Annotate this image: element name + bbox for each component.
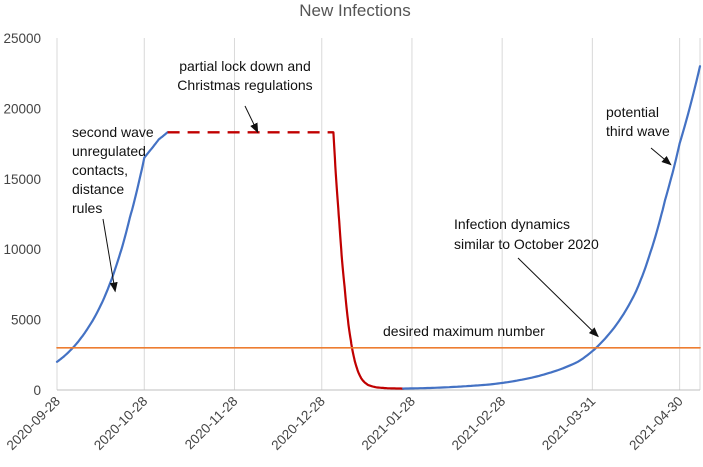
annotation-third-wave: potential third wave [606, 104, 670, 139]
y-tick-label: 25000 [3, 31, 41, 46]
data-series [55, 65, 702, 390]
x-tick-label: 2021-04-30 [626, 394, 685, 453]
annotation-second-wave-arrow [102, 218, 118, 293]
annotation-lockdown-line: Christmas regulations [177, 77, 312, 93]
annotation-third-wave-arrow [650, 147, 672, 166]
annotation-lockdown-arrow [244, 105, 259, 134]
annotation-third-wave-line: third wave [606, 123, 670, 139]
annotation-october-dynamics: Infection dynamics similar to October 202… [454, 216, 599, 252]
second-wave-line [55, 131, 169, 363]
x-tick-label: 2020-12-28 [268, 394, 327, 453]
y-tick-label: 10000 [3, 242, 41, 257]
annotation-october-dynamics-arrow [517, 257, 599, 338]
annotation-second-wave-line: distance [72, 181, 124, 197]
annotation-desired-maximum-line: desired maximum number [383, 323, 545, 339]
annotation-second-wave-line: unregulated [72, 143, 146, 159]
third-wave-line [402, 65, 702, 390]
gridlines [56, 38, 701, 390]
annotation-third-wave-line: potential [606, 104, 659, 120]
annotation-second-wave-line: contacts, [72, 162, 128, 178]
annotation-lockdown-line: partial lock down and [179, 58, 311, 74]
y-tick-label: 15000 [3, 172, 41, 187]
chart-title: New Infections [299, 1, 411, 20]
annotation-second-wave-line: second wave [72, 124, 154, 140]
x-tick-label: 2021-02-28 [449, 394, 508, 453]
x-tick-label: 2020-09-28 [4, 394, 63, 453]
annotation-october-dynamics-line: Infection dynamics [454, 216, 570, 232]
x-tick-label: 2021-01-28 [359, 394, 418, 453]
y-tick-label: 0 [33, 383, 41, 398]
x-tick-label: 2020-11-28 [182, 394, 241, 453]
x-tick-label: 2021-03-31 [539, 394, 598, 453]
y-tick-label: 20000 [3, 101, 41, 116]
annotation-october-dynamics-line: similar to October 2020 [454, 236, 599, 252]
y-tick-label: 5000 [11, 313, 41, 328]
annotations: second wave unregulated contacts, distance r… [72, 58, 672, 339]
annotation-lockdown: partial lock down and Christmas regulatio… [177, 58, 312, 93]
annotation-second-wave: second wave unregulated contacts, distance r… [72, 124, 154, 216]
annotation-desired-maximum: desired maximum number [383, 323, 545, 339]
annotation-second-wave-line: rules [72, 200, 102, 216]
x-tick-label: 2020-10-28 [91, 394, 150, 453]
lockdown-decline-line [332, 131, 405, 390]
